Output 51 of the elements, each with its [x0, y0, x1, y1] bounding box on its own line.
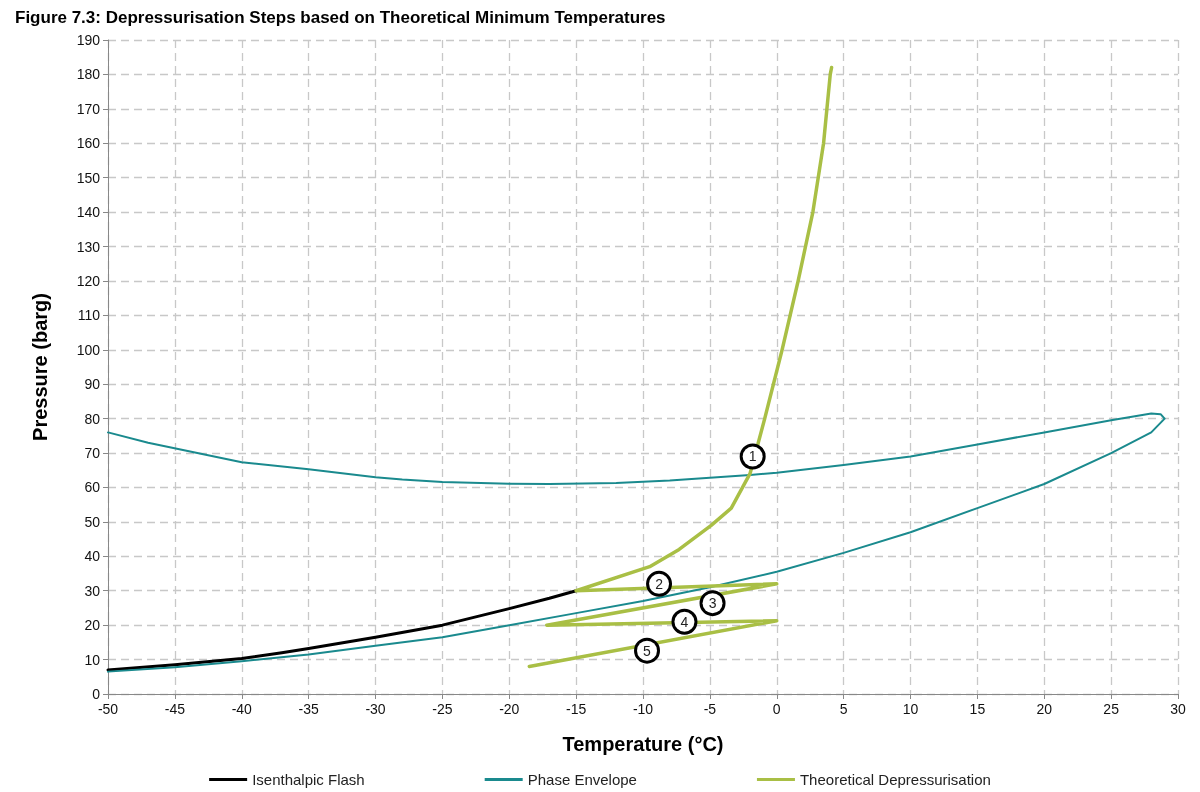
x-tick-label: -25	[432, 701, 453, 717]
x-tick-label: 30	[1170, 701, 1186, 717]
y-tick-label: 0	[92, 686, 101, 702]
line-series	[527, 65, 834, 669]
annotation: 3	[708, 595, 717, 612]
y-tick-label: 110	[77, 307, 101, 324]
x-tick-label: -10	[632, 701, 654, 717]
y-tick-label: 180	[76, 66, 101, 83]
y-tick-label: 140	[76, 204, 101, 221]
legend-label: Isenthalpic Flash	[252, 771, 365, 788]
y-tick-label: 60	[84, 479, 101, 496]
line-series	[106, 589, 578, 672]
x-tick-label: 0	[772, 701, 781, 717]
x-tick-label: -45	[164, 701, 186, 717]
x-tick-label: -35	[298, 701, 319, 717]
y-tick-label: 40	[84, 548, 101, 565]
y-tick-label: 20	[84, 617, 101, 634]
y-tick-label: 30	[84, 582, 101, 599]
line-series	[107, 412, 1166, 673]
y-tick-label: 90	[84, 376, 101, 393]
y-tick-label: 50	[84, 513, 101, 530]
legend-label: Phase Envelope	[527, 771, 637, 788]
y-tick-label: 190	[76, 32, 101, 48]
y-tick-label: 120	[76, 272, 101, 289]
y-tick-label: 100	[76, 341, 101, 358]
annotation: 4	[680, 613, 689, 630]
y-tick-label: 150	[76, 169, 101, 186]
y-tick-label: 10	[84, 651, 101, 668]
x-tick-label: 25	[1103, 701, 1120, 717]
annotation: 2	[655, 575, 664, 592]
x-tick-label: 5	[839, 701, 848, 717]
x-tick-label: -5	[703, 701, 717, 717]
legend-label: Theoretical Depressurisation	[799, 771, 991, 788]
x-axis-title: Temperature (°C)	[562, 733, 724, 755]
x-tick-label: -40	[231, 701, 253, 717]
y-axis-title: Pressure (barg)	[29, 293, 51, 441]
x-tick-label: 20	[1036, 701, 1053, 717]
y-tick-label: 160	[76, 135, 101, 152]
x-tick-label: -50	[97, 701, 119, 717]
y-tick-label: 130	[76, 238, 101, 255]
y-tick-label: 70	[84, 445, 101, 462]
y-tick-label: 170	[76, 100, 101, 117]
annotation: 1	[748, 448, 757, 465]
x-tick-label: 10	[902, 701, 919, 717]
annotation: 5	[643, 642, 652, 659]
x-tick-label: -15	[566, 701, 587, 717]
x-tick-label: 15	[969, 701, 986, 717]
x-tick-label: -30	[365, 701, 386, 717]
y-tick-label: 80	[84, 410, 101, 427]
chart-title: Figure 7.3: Depressurisation Steps based on Theoretical Minimum Temperatures	[15, 8, 666, 27]
x-tick-label: -20	[499, 701, 520, 717]
